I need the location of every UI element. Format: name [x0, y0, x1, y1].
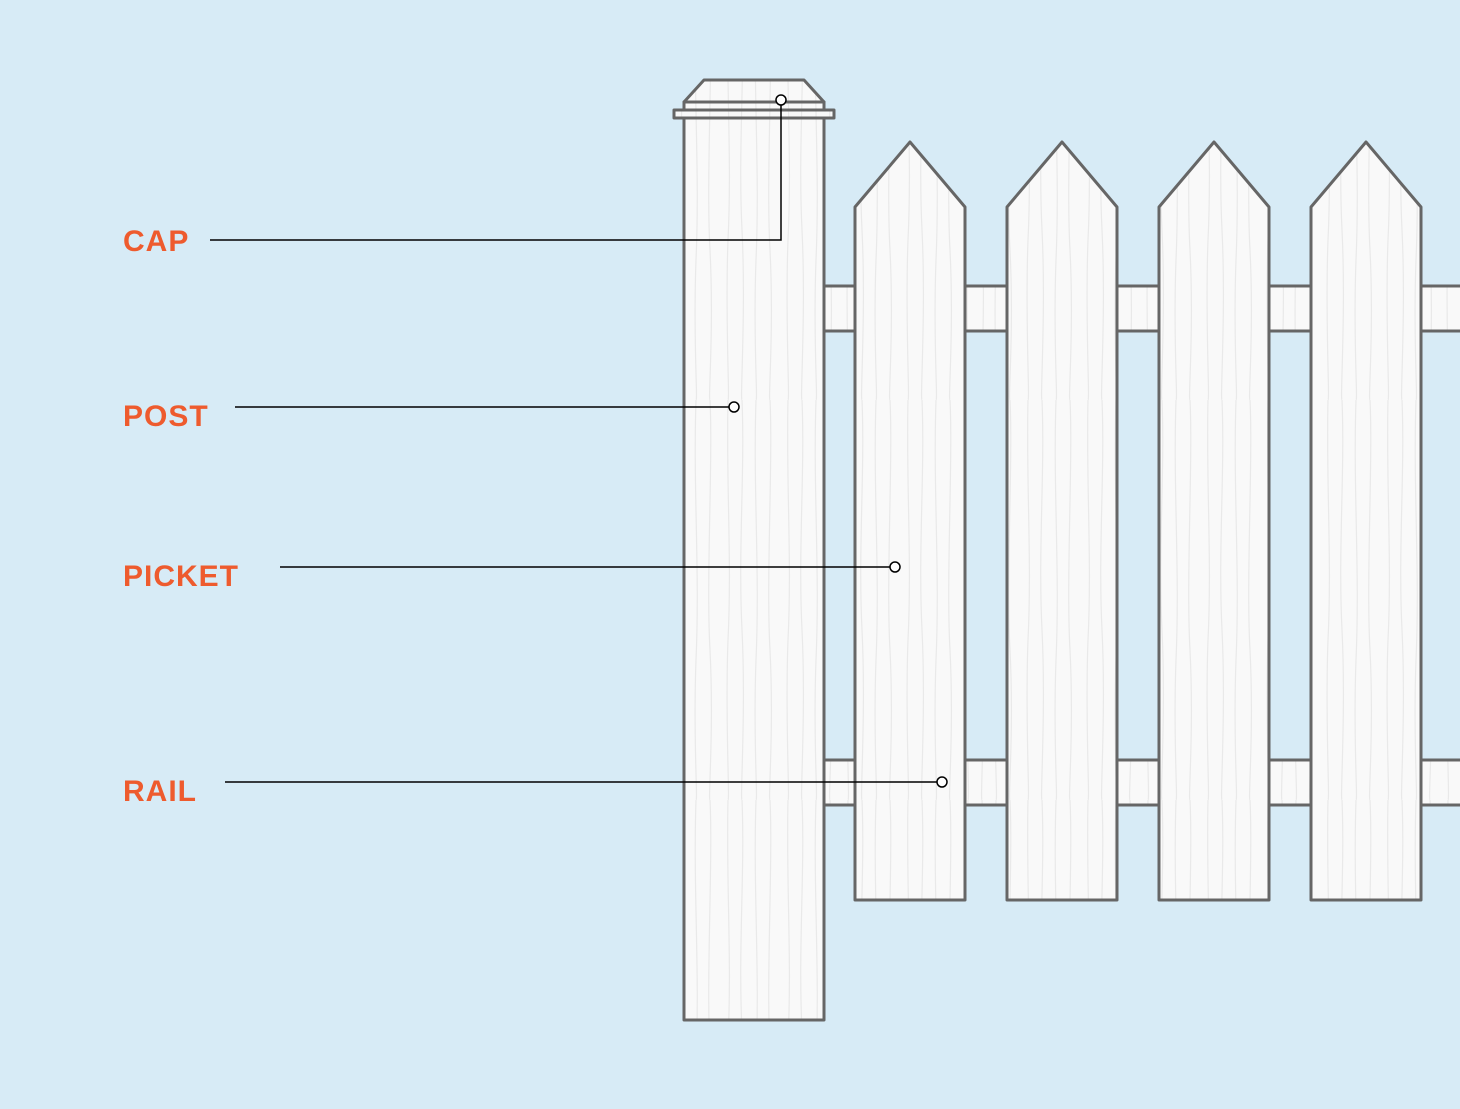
label-picket: PICKET — [123, 560, 239, 594]
label-post: POST — [123, 400, 209, 434]
fence-svg — [0, 0, 1460, 1109]
label-rail: RAIL — [123, 775, 197, 809]
label-cap: CAP — [123, 225, 189, 259]
fence-diagram: CAP POST PICKET RAIL — [0, 0, 1460, 1109]
